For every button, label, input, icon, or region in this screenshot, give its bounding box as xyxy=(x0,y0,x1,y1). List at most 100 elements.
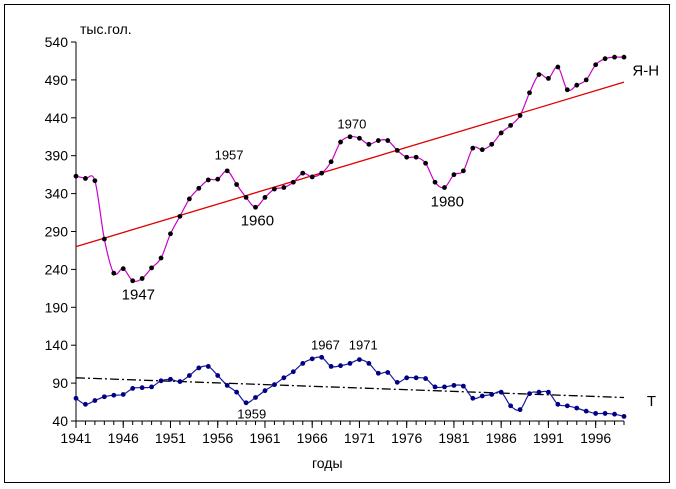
x-tick-label: 1996 xyxy=(580,430,611,446)
data-point xyxy=(272,382,277,388)
y-tick-label: 390 xyxy=(45,148,69,164)
data-point xyxy=(498,130,504,136)
data-point xyxy=(394,147,400,153)
x-tick-label: 1981 xyxy=(438,430,469,446)
x-tick-label: 1946 xyxy=(108,430,139,446)
data-point xyxy=(498,389,504,395)
data-point xyxy=(319,354,325,360)
data-point xyxy=(130,278,136,284)
data-point xyxy=(423,160,428,166)
data-point xyxy=(347,134,353,140)
data-point xyxy=(281,375,287,381)
data-point xyxy=(593,62,599,68)
y-tick-label: 490 xyxy=(45,72,69,88)
y-tick-label: 90 xyxy=(52,375,68,391)
data-point xyxy=(517,407,523,413)
data-point xyxy=(555,401,561,407)
data-point xyxy=(574,82,580,88)
data-point xyxy=(186,373,192,378)
data-point xyxy=(451,172,457,178)
trend-lines xyxy=(75,81,625,399)
data-point xyxy=(508,122,514,128)
data-point xyxy=(319,170,325,176)
data-point xyxy=(130,386,136,391)
data-point xyxy=(593,411,599,416)
x-tick-label: 1951 xyxy=(155,430,186,446)
x-tick-label: 1971 xyxy=(344,430,375,446)
data-point xyxy=(224,168,230,174)
series-markers xyxy=(73,54,627,419)
annotation-label: 1970 xyxy=(337,116,366,131)
data-point xyxy=(120,266,126,272)
data-point xyxy=(120,392,126,397)
data-point xyxy=(300,360,306,366)
annotation-label: 1980 xyxy=(431,193,464,210)
data-point xyxy=(621,414,627,419)
data-point xyxy=(479,393,485,399)
data-point xyxy=(158,378,164,384)
data-point xyxy=(460,168,466,174)
data-point xyxy=(423,376,428,381)
data-point xyxy=(489,392,495,397)
data-point xyxy=(101,236,107,242)
data-point xyxy=(290,179,296,185)
data-point xyxy=(149,265,154,271)
y-tick-label: 540 xyxy=(45,34,69,50)
trend-line xyxy=(75,81,625,248)
data-point xyxy=(413,375,419,381)
data-point xyxy=(290,369,296,375)
data-point xyxy=(73,173,79,179)
data-point xyxy=(366,360,372,366)
data-point xyxy=(234,182,240,187)
data-point xyxy=(366,141,372,147)
data-point xyxy=(470,145,476,151)
data-point xyxy=(177,379,183,384)
data-point xyxy=(253,395,258,400)
data-point xyxy=(612,54,617,60)
trend-line xyxy=(75,377,625,399)
data-point xyxy=(536,389,542,395)
data-point xyxy=(621,54,627,60)
data-point xyxy=(404,375,410,381)
axes: 40 90 140 190 240 290 340 390 440 490 540 1941 1946 1… xyxy=(45,34,625,446)
data-point xyxy=(300,170,306,176)
data-point xyxy=(564,403,570,409)
data-point xyxy=(479,147,485,153)
data-point xyxy=(432,384,438,390)
series-line xyxy=(75,356,625,418)
y-tick-label: 240 xyxy=(45,261,69,277)
annotation-label: 1957 xyxy=(215,147,244,162)
data-point xyxy=(564,87,570,93)
data-point xyxy=(215,176,221,182)
y-axis-label: тыс.гол. xyxy=(80,21,132,37)
data-point xyxy=(612,411,617,417)
data-point xyxy=(73,395,79,401)
y-tick-label: 140 xyxy=(45,337,69,353)
y-tick-label: 290 xyxy=(45,224,69,240)
data-point xyxy=(442,384,447,390)
data-point xyxy=(253,204,258,210)
data-point xyxy=(205,364,211,369)
data-point xyxy=(527,391,532,397)
data-point xyxy=(168,376,173,382)
data-point xyxy=(196,365,202,371)
data-point xyxy=(92,398,98,403)
data-point xyxy=(385,138,391,143)
data-point xyxy=(139,276,145,281)
x-tick-label: 1941 xyxy=(60,430,91,446)
y-tick-label: 40 xyxy=(52,413,68,429)
x-tick-label: 1961 xyxy=(249,430,280,446)
data-point xyxy=(158,255,164,261)
annotations: 1947 1957 1960 1970 1980 1967 1971 1959 Я-Н Т xyxy=(122,62,659,421)
data-point xyxy=(272,186,277,192)
data-point xyxy=(92,178,98,184)
data-point xyxy=(432,179,438,185)
data-point xyxy=(328,159,334,165)
annotation-label: Т xyxy=(647,393,656,410)
data-point xyxy=(555,64,561,70)
y-tick-label: 190 xyxy=(45,299,69,315)
data-point xyxy=(101,394,107,400)
data-point xyxy=(309,356,315,362)
data-point xyxy=(470,395,476,401)
